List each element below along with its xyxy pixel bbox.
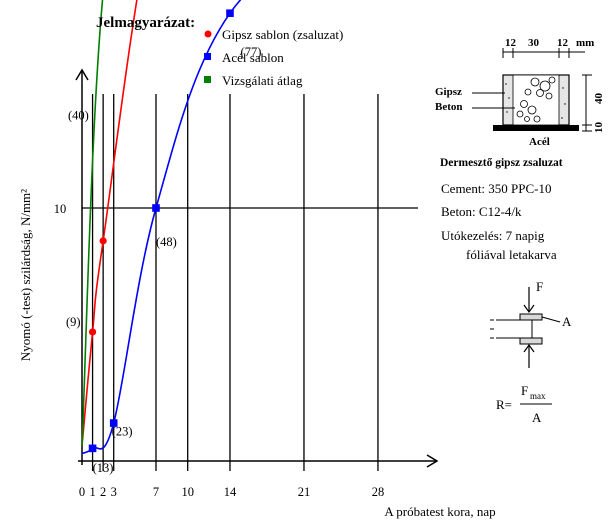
- dim-30: 30: [528, 37, 540, 49]
- formula-num: F: [521, 383, 528, 398]
- dim-10: 10: [593, 122, 605, 134]
- legend: Gipsz sablon (zsaluzat) Acél sablon Vizs…: [204, 27, 343, 88]
- label-acel: Acél: [529, 136, 550, 148]
- point-s0-2: [99, 237, 107, 245]
- area-a: A: [562, 314, 572, 329]
- x-tick-1: 1: [89, 485, 95, 499]
- legend-marker-acel: [204, 53, 211, 60]
- y-axis-arrow: [75, 68, 89, 81]
- annotations: (9)(40)(67)(23)(13)(48)(88)(77)(100)(100…: [66, 45, 262, 475]
- dots: [505, 83, 566, 119]
- axes: [75, 68, 439, 468]
- info-cement: Cement: 350 PPC-10: [441, 181, 552, 196]
- annotation-5: (48): [156, 235, 177, 249]
- force-f: F: [536, 279, 543, 294]
- dim-40: 40: [593, 93, 605, 105]
- annotation-3: (23): [112, 425, 133, 439]
- legend-marker-gipsz: [204, 30, 212, 38]
- info-beton: Beton: C12-4/k: [441, 204, 522, 219]
- force-diagram: F A: [490, 279, 572, 368]
- x-axis-title: A próbatest kora, nap: [384, 504, 495, 519]
- point-s0-1: [88, 328, 97, 336]
- formula-sub: max: [530, 391, 546, 401]
- dim-unit: mm: [576, 37, 594, 49]
- diagram-caption: Dermesztő gipsz zsaluzat: [440, 157, 563, 169]
- steel-base: [493, 125, 579, 131]
- legend-label-acel: Acél sablon: [222, 50, 284, 65]
- y-tick-10: 10: [54, 202, 67, 216]
- point-s1-2: [109, 419, 118, 427]
- formula-den: A: [532, 410, 542, 425]
- label-gipsz: Gipsz: [435, 86, 462, 98]
- formula-r: R=: [496, 397, 512, 412]
- x-tick-7: 7: [153, 485, 159, 499]
- point-s1-3: [152, 204, 160, 212]
- tick-labels: 012371014212810203040: [54, 202, 385, 499]
- point-s1-4: [226, 9, 234, 17]
- dim-12-right: 12: [557, 37, 569, 49]
- point-s1-1: [88, 444, 97, 453]
- cross-section-diagram: 12 30 12 mm Gipsz Beton Acél 40: [435, 37, 605, 148]
- series-line-2: [81, 0, 104, 446]
- legend-label-gipsz: Gipsz sablon (zsaluzat): [222, 27, 343, 42]
- x-tick-10: 10: [181, 485, 194, 499]
- mould-inner: [512, 74, 560, 126]
- formula: R= F max A: [496, 383, 552, 425]
- annotation-7: (77): [241, 45, 262, 59]
- x-tick-3: 3: [111, 485, 117, 499]
- x-tick-0: 0: [79, 485, 85, 499]
- x-tick-21: 21: [298, 485, 311, 499]
- x-tick-14: 14: [224, 485, 237, 499]
- x-tick-28: 28: [372, 485, 385, 499]
- x-axis-arrow: [426, 454, 439, 468]
- x-tick-2: 2: [100, 485, 106, 499]
- legend-marker-atlag: [204, 76, 211, 83]
- aggregate: [516, 76, 556, 123]
- dim-12-left: 12: [505, 37, 517, 49]
- legend-title: Jelmagyarázat:: [96, 15, 195, 31]
- info-utokezeles: Utókezelés: 7 napig: [441, 228, 545, 243]
- y-axis-title: Nyomó (-test) szilárdság, N/mm²: [18, 189, 33, 361]
- legend-label-atlag: Vizsgálati átlag: [222, 73, 303, 88]
- annotation-1: (40): [68, 108, 89, 122]
- annotation-4: (13): [93, 461, 114, 475]
- label-beton: Beton: [435, 101, 463, 113]
- markers: [88, 9, 234, 453]
- annotation-0: (9): [66, 315, 81, 329]
- grid: [82, 94, 418, 471]
- info-folia: fóliával letakarva: [466, 247, 557, 262]
